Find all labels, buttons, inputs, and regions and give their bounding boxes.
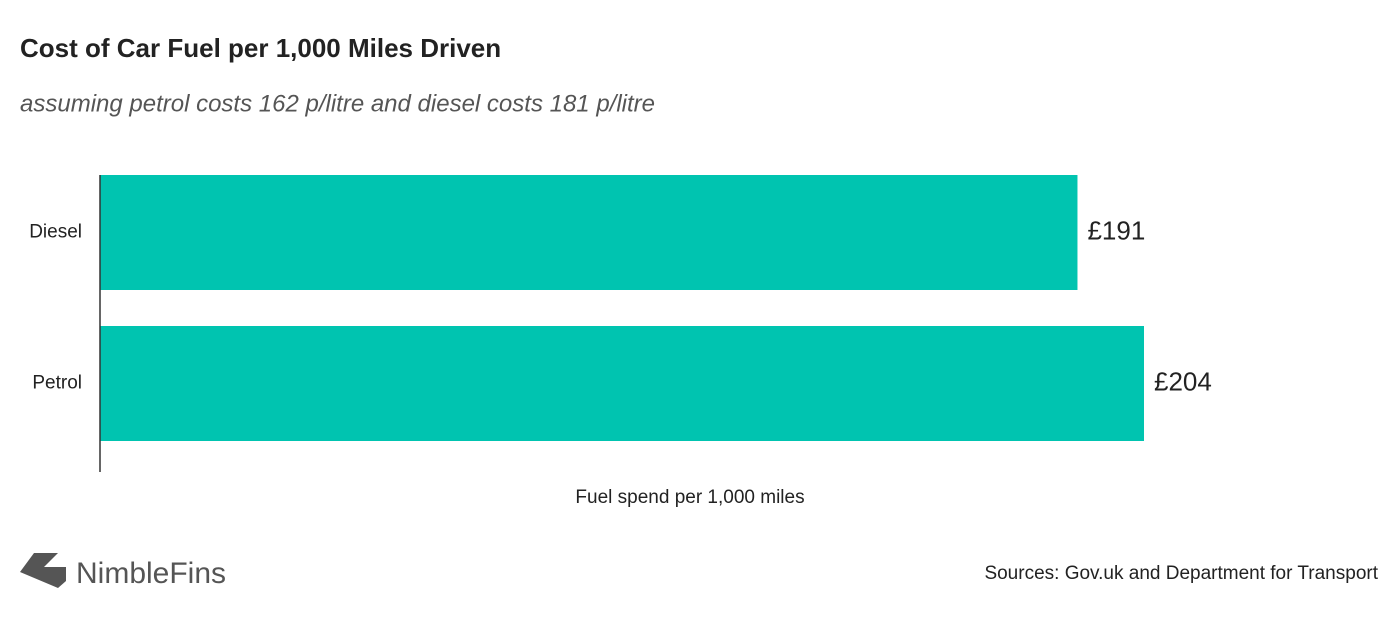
x-axis-label: Fuel spend per 1,000 miles (575, 487, 804, 508)
source: Sources: Gov.uk and Department for Trans… (984, 563, 1378, 584)
brand: NimbleFins (76, 557, 226, 590)
y-tick-label: Diesel (29, 222, 82, 243)
chart-subtitle: assuming petrol costs 162 p/litre and di… (20, 90, 655, 117)
chart-title: Cost of Car Fuel per 1,000 Miles Driven (20, 33, 501, 63)
bar (100, 175, 1078, 290)
value-label: £191 (1087, 215, 1145, 245)
bar (100, 326, 1144, 441)
y-tick-label: Petrol (32, 373, 82, 394)
value-label: £204 (1154, 366, 1212, 396)
logo-icon (20, 553, 66, 588)
logo: NimbleFins (20, 553, 226, 590)
